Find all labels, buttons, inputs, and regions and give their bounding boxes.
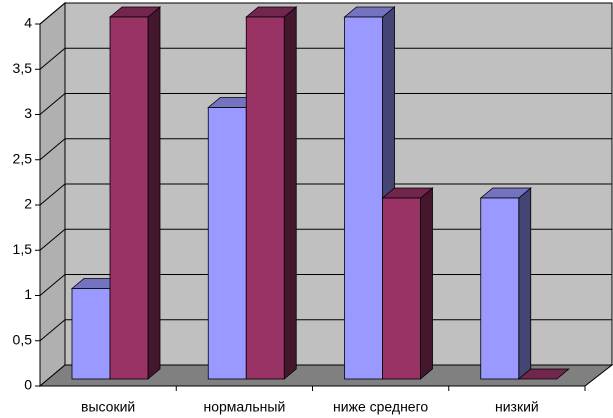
bar-side [283,6,297,380]
bar-front [382,197,421,380]
y-tick-label: 0 [24,377,32,393]
y-tick-label: 2 [24,196,32,212]
y-tick-label: 1,5 [13,241,33,257]
bar-top [517,368,570,380]
bar-side [147,6,161,380]
grid-line [39,183,612,206]
bar-front [109,16,149,380]
bar-front [245,16,285,380]
bar-side [518,187,532,380]
y-tick-label: 0,5 [13,331,33,347]
bar [108,6,162,380]
x-tick-label: ниже среднего [333,399,428,415]
grid-line [39,2,612,25]
bar [479,187,532,380]
y-tick-label: 1 [24,286,32,302]
bar-front [480,197,520,380]
y-tick-label: 3 [24,105,32,121]
y-tick-label: 4 [24,15,32,31]
x-tick-label: высокий [81,399,135,415]
grid-line [39,138,612,161]
x-tick-label: нормальный [203,399,285,415]
bar-front [71,288,111,380]
bar [245,6,298,380]
grid-line [39,47,612,70]
bar-front [344,16,383,380]
y-tick-label: 2,5 [13,150,33,166]
bar [517,368,570,380]
bars [70,6,570,380]
grid-line [39,93,612,115]
bar-side [420,187,433,380]
y-tick-label: 3,5 [13,60,33,76]
bar-front [207,107,247,380]
x-tick-label: низкий [495,399,539,415]
bar [381,187,434,380]
